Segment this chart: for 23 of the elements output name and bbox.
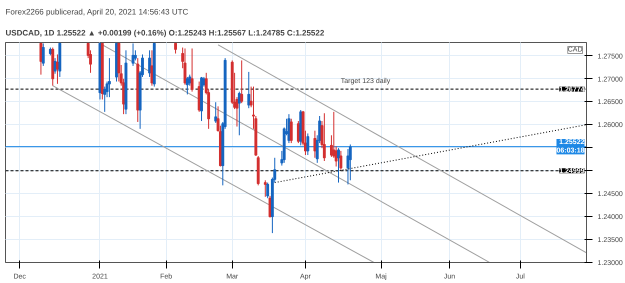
candlestick xyxy=(339,150,342,170)
chart-title: Forex2266 publicerad, April 20, 2021 14:56:43 UTC xyxy=(6,8,189,16)
candlestick xyxy=(190,48,194,92)
candlestick xyxy=(313,130,316,158)
candlestick xyxy=(108,58,111,98)
candlestick xyxy=(348,144,352,181)
candlestick xyxy=(287,114,290,144)
candlestick xyxy=(184,48,186,86)
chart-subtitle: USDCAD, 1D 1.25522 ▲ +0.00199 (+0.16%) O:1.25243 H:1.25567 L:1.24785 C:1.25522 xyxy=(6,28,325,38)
candlestick xyxy=(148,50,152,78)
candlestick xyxy=(306,132,310,156)
candlestick xyxy=(56,54,59,84)
candlestick xyxy=(54,58,57,74)
candlestick xyxy=(264,180,267,198)
candlestick xyxy=(266,182,270,199)
candlestick xyxy=(337,148,340,184)
candlestick xyxy=(39,42,42,76)
candlestick xyxy=(240,60,244,104)
candlestick xyxy=(186,76,189,95)
candlestick xyxy=(322,112,326,162)
candlestick xyxy=(132,42,134,66)
candlestick xyxy=(346,148,350,185)
candlestick xyxy=(174,42,177,54)
